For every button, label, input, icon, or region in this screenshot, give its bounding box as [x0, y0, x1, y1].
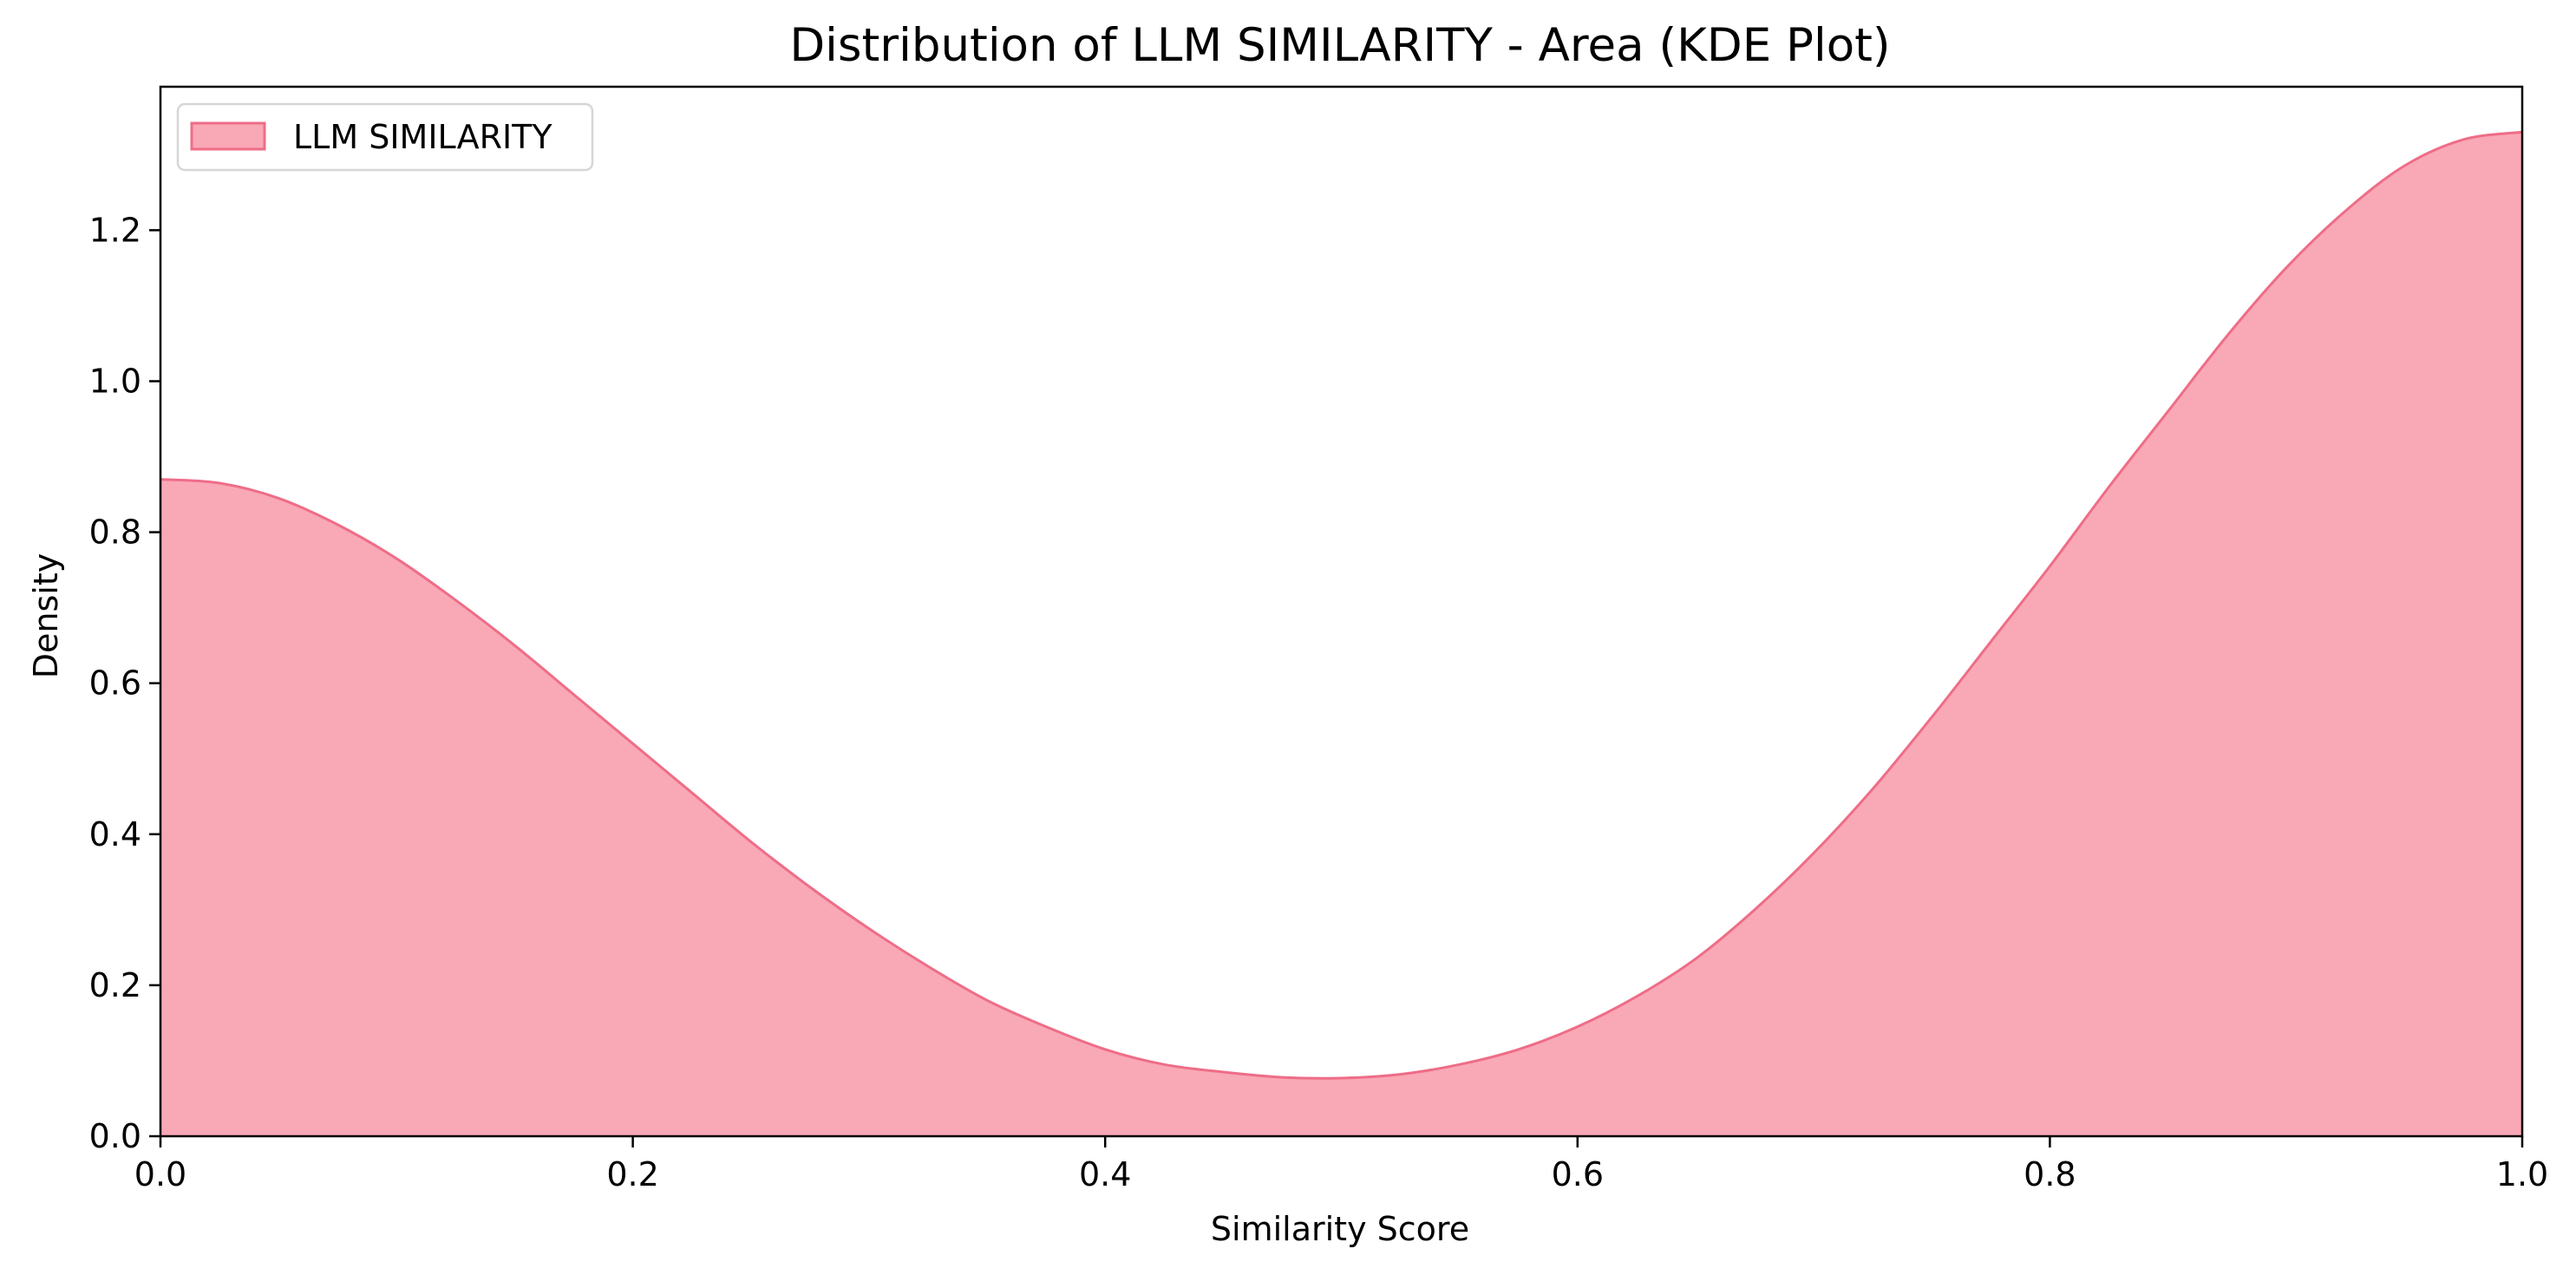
y-tick-label: 1.0 — [89, 362, 141, 400]
series-density-line — [160, 130, 2523, 1080]
y-tick-label: 0.4 — [89, 815, 141, 853]
x-axis-label: Similarity Score — [1211, 1210, 1469, 1248]
legend-frame — [176, 102, 594, 172]
axes-frame — [159, 85, 2524, 1138]
axes: 0.0 0.2 0.4 0.6 0.8 1.0 0.0 0.2 0.4 0.6 0.8 1.0 1.2 — [89, 85, 2548, 1193]
series-area-fill — [160, 132, 2522, 1136]
legend-swatch — [190, 121, 266, 151]
plot-area — [160, 130, 2523, 1136]
chart-title: Distribution of LLM SIMILARITY - Area (K… — [789, 19, 1890, 72]
legend-label: LLM SIMILARITY — [293, 118, 552, 156]
x-tick-label: 0.2 — [606, 1155, 658, 1193]
y-tick-label: 0.2 — [89, 966, 141, 1004]
y-tick-label: 1.2 — [89, 211, 141, 249]
x-tick-label: 0.8 — [2024, 1155, 2076, 1193]
y-tick-label: 0.0 — [89, 1117, 141, 1155]
legend: LLM SIMILARITY — [176, 102, 594, 172]
x-tick-label: 1.0 — [2496, 1155, 2548, 1193]
x-tick-label: 0.0 — [134, 1155, 186, 1193]
x-tick-label: 0.4 — [1079, 1155, 1131, 1193]
x-tick-label: 0.6 — [1552, 1155, 1604, 1193]
y-axis-label: Density — [27, 553, 65, 678]
y-tick-label: 0.6 — [89, 664, 141, 703]
y-tick-label: 0.8 — [89, 513, 141, 552]
